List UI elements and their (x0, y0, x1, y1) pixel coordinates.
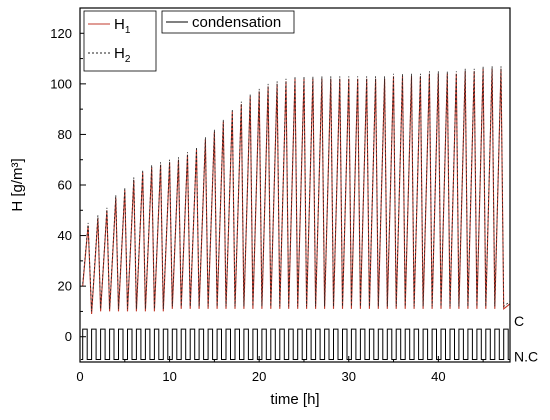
y-tick-label: 80 (58, 127, 72, 142)
x-tick-label: 0 (76, 369, 83, 384)
y-tick-label: 20 (58, 279, 72, 294)
legend-condensation-label: condensation (192, 14, 281, 31)
legend-h2-label: H2 (114, 45, 131, 65)
plot-marks (80, 66, 510, 360)
label-condensation: C (514, 313, 524, 329)
legend-condensation-label-main: condensation (192, 14, 281, 31)
x-tick-label: 30 (342, 369, 356, 384)
y-tick-label: 40 (58, 228, 72, 243)
legend-h2-label-main: H (114, 45, 125, 62)
x-axis-label: time [h] (270, 391, 319, 408)
x-tick-label: 40 (431, 369, 445, 384)
y-axis-label: H [g/m³] (9, 158, 26, 211)
y-tick-label: 60 (58, 178, 72, 193)
x-tick-label: 10 (162, 369, 176, 384)
series-line-condensation (80, 328, 510, 360)
legend-box-condensation (161, 10, 295, 34)
x-tick-label: 20 (252, 369, 266, 384)
legend-box-h (83, 10, 157, 72)
legend-h1-label-sub: 1 (125, 25, 131, 36)
legend-h1-label: H1 (114, 16, 131, 36)
axes: 0 10 20 30 40 0 20 40 60 80 100 120 time [h] H [g/m³]… (9, 7, 538, 408)
y-tick-label: 100 (50, 76, 72, 91)
label-no-condensation: N.C (514, 348, 538, 364)
y-tick-label: 120 (50, 26, 72, 41)
legend-h1-label-main: H (114, 16, 125, 33)
legend-h2-label-sub: 2 (125, 54, 131, 65)
y-tick-label: 0 (65, 329, 72, 344)
